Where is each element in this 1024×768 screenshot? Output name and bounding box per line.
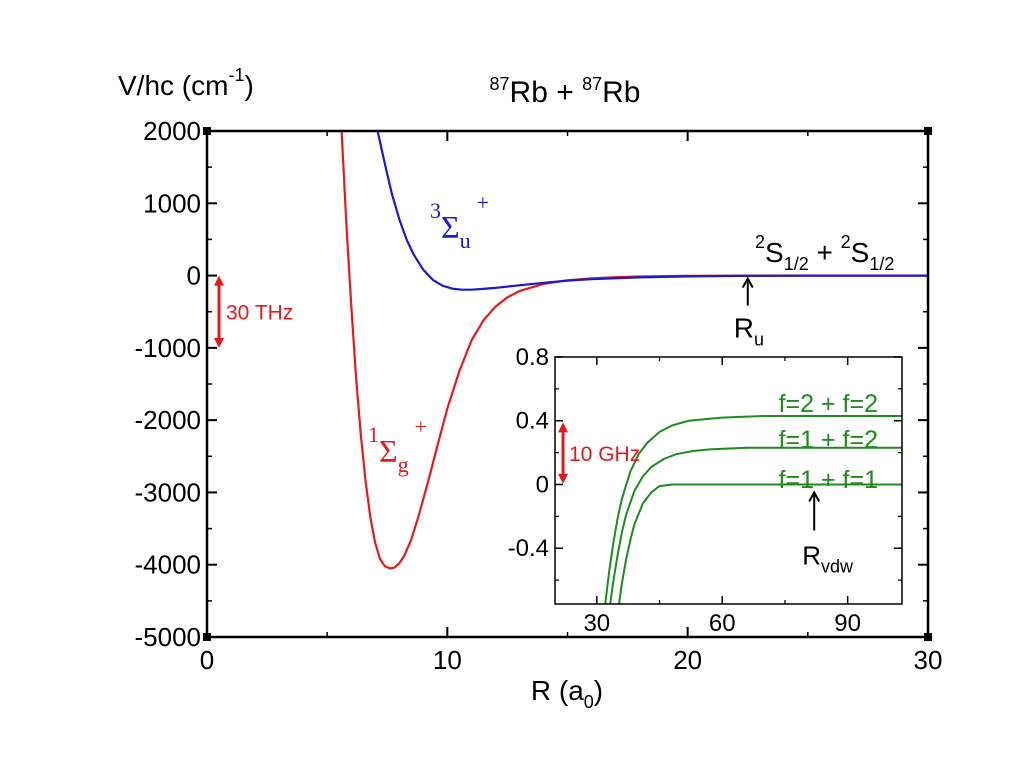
y-tick-label: -2000 bbox=[135, 405, 202, 435]
thz-arrowhead-up bbox=[214, 275, 224, 286]
thz-scale-bar: 30 THz bbox=[214, 275, 293, 348]
inset-plot-frame bbox=[554, 356, 903, 605]
inset-curve-f12 bbox=[609, 446, 902, 605]
frame-corner-tr bbox=[924, 127, 932, 135]
ylabel-exp: -1 bbox=[228, 65, 244, 85]
ru-label: Ru bbox=[734, 313, 764, 350]
ru-sub: u bbox=[754, 330, 764, 350]
ghz-scale-bar: 10 GHz bbox=[558, 422, 640, 484]
triplet-curve bbox=[376, 130, 928, 291]
y-tick-label: 1000 bbox=[143, 188, 201, 218]
y-tick-label: 2000 bbox=[143, 116, 201, 146]
xlabel-main: R (a bbox=[531, 675, 584, 706]
inset-x-tick-label: 90 bbox=[834, 610, 861, 637]
y-tick-label: -4000 bbox=[135, 550, 202, 580]
singlet-label: 1Σg+ bbox=[368, 414, 427, 477]
triplet-sub: u bbox=[460, 228, 471, 253]
inset-y-tick-label: -0.4 bbox=[508, 535, 549, 562]
asym-s-1: S bbox=[765, 237, 784, 268]
inset-x-tick-label: 30 bbox=[583, 610, 610, 637]
xlabel-sub: 0 bbox=[584, 692, 594, 712]
x-tick-label: 20 bbox=[673, 645, 702, 675]
asym-sup-1: 2 bbox=[755, 232, 765, 252]
y-tick-label: -3000 bbox=[135, 477, 202, 507]
chart-title: 87Rb + 87Rb bbox=[490, 74, 641, 109]
asym-sup-2: 2 bbox=[841, 232, 851, 252]
inset-chart: 30 60 90 0.8 0.4 0 -0.4 f=2 + f=2 f=1 + f=2 f=… bbox=[508, 344, 903, 637]
asym-j-2: 1/2 bbox=[869, 254, 894, 274]
inset-y-tick-label: 0 bbox=[536, 471, 549, 498]
triplet-pre: 3 bbox=[430, 198, 441, 223]
asym-j-1: 1/2 bbox=[784, 254, 809, 274]
ylabel-main: V/hc (cm bbox=[118, 70, 228, 101]
rvdw-arrowhead bbox=[808, 490, 821, 502]
x-axis-label: R (a0) bbox=[531, 675, 603, 712]
triplet-main: Σ bbox=[441, 209, 460, 245]
ylabel-close: ) bbox=[244, 70, 253, 101]
title-sym-2: Rb bbox=[602, 76, 640, 109]
frame-corner-tl bbox=[203, 127, 211, 135]
ghz-arrowhead-down bbox=[558, 473, 568, 484]
inset-series bbox=[604, 415, 902, 605]
singlet-sub: g bbox=[398, 452, 409, 477]
singlet-main: Σ bbox=[379, 433, 398, 469]
inset-label-22: f=2 + f=2 bbox=[779, 390, 878, 418]
rvdw-main: R bbox=[802, 540, 821, 570]
title-sym-1: Rb bbox=[510, 76, 548, 109]
y-tick-label: 0 bbox=[187, 261, 201, 291]
inset-curve-f11 bbox=[618, 483, 902, 605]
title-plus: + bbox=[548, 76, 582, 109]
inset-tick-labels: 30 60 90 0.8 0.4 0 -0.4 bbox=[508, 344, 861, 637]
asym-plus: + bbox=[809, 237, 841, 268]
inset-background bbox=[555, 357, 902, 604]
y-axis-label: V/hc (cm-1) bbox=[118, 65, 254, 101]
frame-corner-bl bbox=[203, 633, 211, 641]
inset-label-11: f=1 + f=1 bbox=[779, 466, 878, 494]
ru-marker: Ru bbox=[734, 276, 764, 350]
inset-y-tick-label: 0.4 bbox=[516, 408, 549, 435]
ru-main: R bbox=[734, 313, 754, 344]
singlet-sup: + bbox=[415, 414, 427, 439]
frame-corner-br bbox=[924, 633, 932, 641]
asym-s-2: S bbox=[851, 237, 870, 268]
y-tick-label: -1000 bbox=[135, 333, 202, 363]
main-tick-labels: 0 10 20 30200010000-1000-2000-3000-4000-500… bbox=[135, 116, 943, 675]
x-tick-label: 0 bbox=[200, 645, 214, 675]
title-iso-2: 87 bbox=[582, 74, 602, 94]
asymptote-label: 2S1/2 + 2S1/2 bbox=[755, 232, 894, 274]
singlet-pre: 1 bbox=[368, 422, 379, 447]
x-tick-label: 10 bbox=[433, 645, 462, 675]
title-iso-1: 87 bbox=[490, 74, 510, 94]
rvdw-sub: vdw bbox=[821, 556, 854, 576]
inset-x-tick-label: 60 bbox=[709, 610, 736, 637]
main-plot-frame bbox=[205, 129, 930, 639]
x-tick-label: 30 bbox=[914, 645, 943, 675]
inset-curve-f22 bbox=[604, 415, 902, 605]
rvdw-label: Rvdw bbox=[802, 540, 854, 576]
ru-arrowhead bbox=[741, 276, 754, 289]
triplet-sup: + bbox=[477, 190, 489, 215]
triplet-label: 3Σu+ bbox=[430, 190, 489, 253]
rvdw-marker: Rvdw bbox=[802, 490, 854, 576]
y-tick-label: -5000 bbox=[135, 622, 202, 652]
thz-arrowhead-down bbox=[214, 337, 224, 348]
ghz-scale-label: 10 GHz bbox=[569, 443, 640, 466]
main-series bbox=[340, 130, 928, 570]
inset-y-tick-label: 0.8 bbox=[516, 344, 549, 371]
thz-scale-label: 30 THz bbox=[226, 302, 293, 325]
xlabel-close: ) bbox=[594, 675, 603, 706]
ghz-arrowhead-up bbox=[558, 422, 568, 433]
inset-label-12: f=1 + f=2 bbox=[779, 426, 878, 454]
